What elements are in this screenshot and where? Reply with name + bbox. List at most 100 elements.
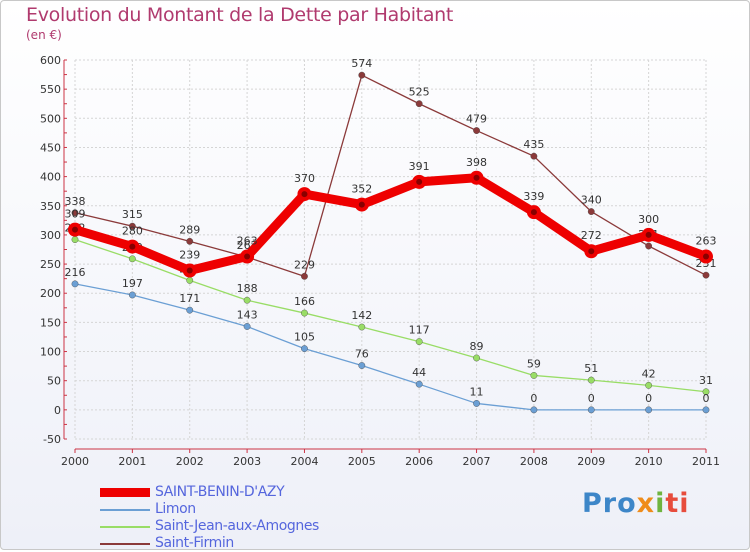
- series-0-data-label: 338: [65, 195, 86, 208]
- series-2-point: [587, 406, 595, 414]
- series-3-point-center: [301, 191, 308, 198]
- series-3-point-center: [244, 253, 251, 260]
- series-1-point: [473, 354, 480, 362]
- series-2-data-label: 216: [65, 266, 86, 279]
- y-tick-label: 50: [47, 375, 61, 388]
- series-3-data-label: 280: [122, 225, 143, 238]
- series-3-data-label: 239: [179, 248, 200, 261]
- series-2-point: [358, 362, 366, 369]
- series-0-data-label: 525: [409, 86, 430, 99]
- legend-swatch-saint-jean: [100, 526, 150, 528]
- series-0-data-label: 340: [581, 194, 602, 207]
- series-3-data-label: 370: [294, 172, 315, 185]
- series-2-line: [74, 283, 706, 411]
- series-0-point: [702, 271, 710, 279]
- series-1-point: [243, 296, 251, 304]
- series-0-point: [301, 272, 308, 280]
- series-0-point: [473, 127, 480, 134]
- legend-label-saint-firmin: Saint-Firmin: [155, 535, 234, 551]
- legend-label-saint-benin: SAINT-BENIN-D'AZY: [155, 484, 285, 500]
- series-3-point-center: [473, 174, 480, 181]
- chart-unit: (en €): [26, 28, 62, 42]
- series-2-data-label: 143: [237, 308, 258, 321]
- legend-label-limon: Limon: [155, 501, 196, 517]
- x-tick-label: 2003: [233, 455, 261, 468]
- series-2-point: [415, 380, 423, 388]
- y-tick-label: 500: [40, 112, 61, 125]
- x-tick-label: 2004: [290, 455, 318, 468]
- series-3-line: [73, 173, 708, 275]
- series-2-data-label: 76: [355, 348, 369, 361]
- x-tick-label: 2007: [463, 455, 491, 468]
- series-1-point: [645, 381, 653, 389]
- series-1-point: [301, 309, 308, 317]
- series-3-data-label: 352: [351, 183, 372, 196]
- series-0-data-label: 289: [179, 223, 200, 236]
- y-tick-label: 350: [40, 200, 61, 213]
- series-3-data-label: 272: [581, 229, 602, 242]
- series-3-point-center: [588, 248, 595, 255]
- series-1-point: [415, 338, 423, 346]
- x-tick-label: 2011: [692, 455, 720, 468]
- series-3-point-center: [416, 178, 423, 185]
- x-tick-label: 2009: [577, 455, 605, 468]
- series-3-point-center: [645, 231, 652, 238]
- series-1-point: [587, 376, 595, 384]
- series-3-group: 309 280 239 263 370 352 391 398 339 272 300 263: [65, 156, 717, 278]
- x-tick-label: 2006: [405, 455, 433, 468]
- series-0-point: [415, 100, 423, 108]
- chart-title: Evolution du Montant de la Dette par Hab…: [26, 4, 454, 26]
- series-1-data-label: 31: [699, 374, 713, 387]
- y-tick-label: 0: [54, 404, 61, 417]
- series-2-point: [645, 406, 653, 414]
- series-3-data-label: 339: [523, 190, 544, 203]
- series-1-data-label: 59: [527, 357, 541, 370]
- series-2-point: [186, 306, 194, 314]
- series-1-point: [128, 255, 136, 263]
- series-0-data-label: 315: [122, 208, 143, 221]
- y-tick-label: 550: [40, 83, 61, 96]
- x-tick-label: 2001: [118, 455, 146, 468]
- series-1-line: [74, 238, 707, 393]
- x-tick-label: 2005: [348, 455, 376, 468]
- series-2-data-label: 0: [530, 392, 537, 405]
- legend-swatch-limon: [100, 509, 150, 511]
- series-1-data-label: 166: [294, 295, 315, 308]
- series-0-point: [587, 208, 595, 216]
- series-2-point: [702, 406, 710, 414]
- series-0-data-label: 435: [523, 138, 544, 151]
- series-2-data-label: 0: [588, 392, 595, 405]
- series-2-point: [301, 345, 308, 353]
- series-0-point: [128, 222, 136, 230]
- series-3-data-label: 398: [466, 156, 487, 169]
- proxiti-logo: Proxiti: [582, 488, 690, 519]
- x-tick-label: 2010: [635, 455, 663, 468]
- series-3-data-label: 263: [237, 234, 258, 247]
- series-0-point: [645, 242, 653, 250]
- y-tick-label: 200: [40, 287, 61, 300]
- series-2-point: [71, 280, 79, 288]
- series-0-point: [71, 209, 79, 217]
- series-3-data-label: 309: [65, 208, 86, 221]
- series-1-data-label: 42: [642, 367, 656, 380]
- series-3-point-center: [72, 226, 78, 233]
- series-1-data-label: 188: [237, 282, 258, 295]
- series-3-point-center: [358, 201, 365, 208]
- series-0-point: [358, 71, 366, 79]
- y-tick-label: 250: [40, 258, 61, 271]
- series-3-data-label: 263: [696, 234, 717, 247]
- series-2-data-label: 44: [412, 366, 426, 379]
- series-3-data-label: 300: [638, 213, 659, 226]
- series-0-data-label: 479: [466, 113, 487, 126]
- y-tick-label: 600: [40, 54, 61, 67]
- series-3-data-label: 391: [409, 160, 430, 173]
- legend-swatch-saint-firmin: [100, 543, 150, 545]
- series-2-data-label: 0: [645, 392, 652, 405]
- series-2-data-label: 0: [703, 392, 710, 405]
- series-1-point: [358, 323, 366, 331]
- y-tick-label: 100: [40, 346, 61, 359]
- series-2-point: [473, 400, 480, 407]
- series-0-point: [186, 237, 194, 245]
- series-2-data-label: 11: [470, 385, 484, 398]
